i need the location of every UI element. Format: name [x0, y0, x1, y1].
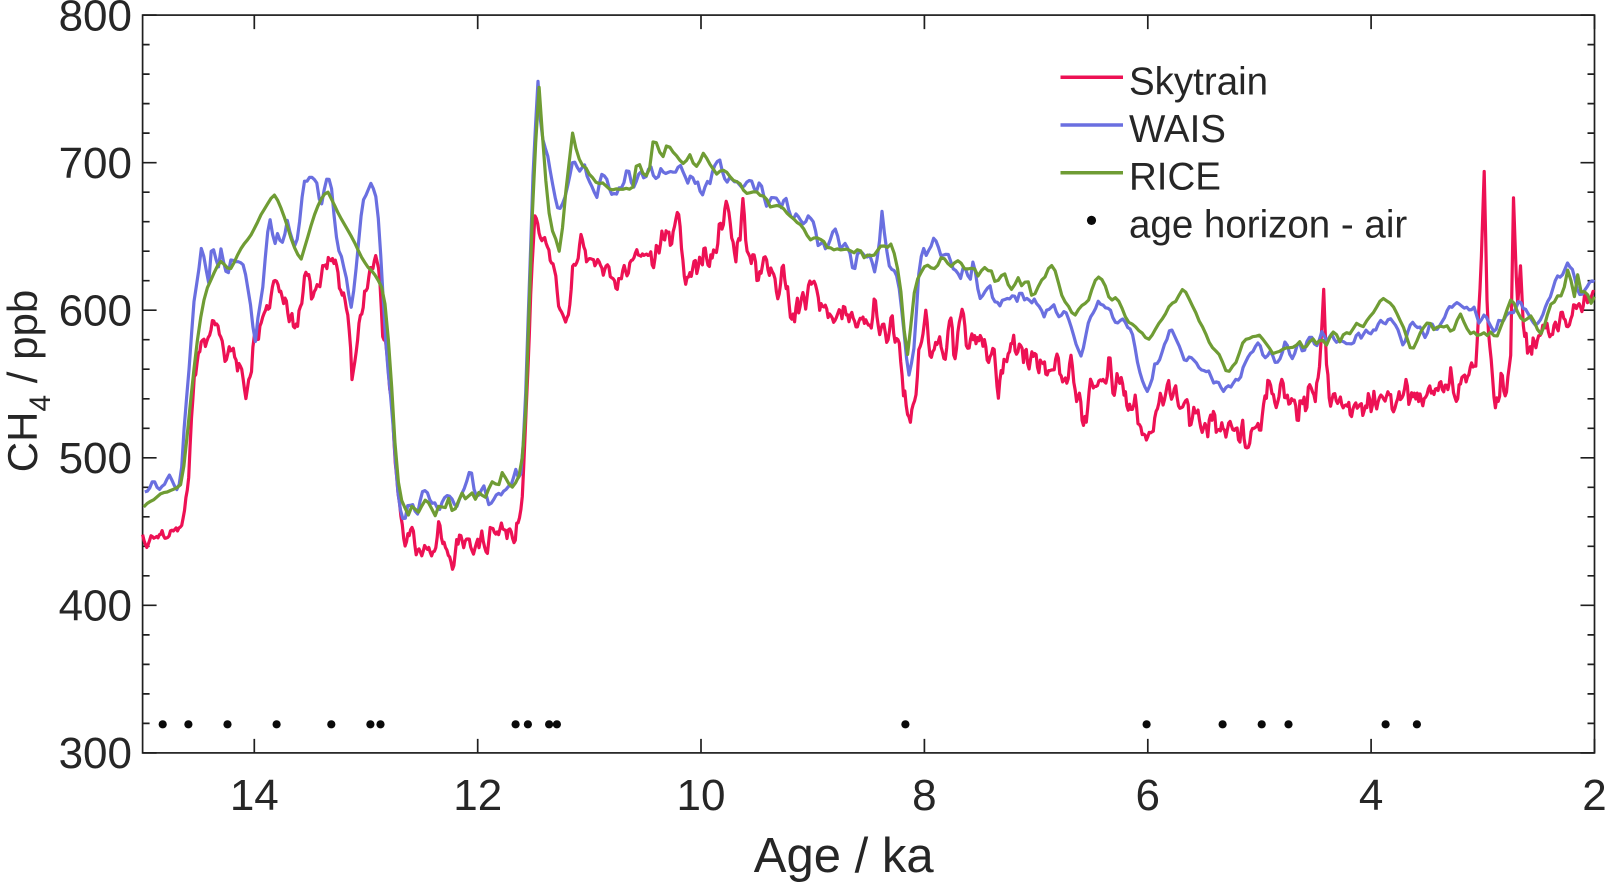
svg-text:10: 10	[677, 771, 726, 820]
svg-text:500: 500	[59, 434, 132, 483]
svg-text:2: 2	[1582, 771, 1605, 820]
svg-text:6: 6	[1136, 771, 1160, 820]
svg-text:14: 14	[230, 771, 279, 820]
svg-text:400: 400	[59, 582, 132, 631]
svg-text:age horizon - air: age horizon - air	[1129, 203, 1407, 246]
svg-text:8: 8	[912, 771, 936, 820]
svg-text:Skytrain: Skytrain	[1129, 60, 1268, 103]
svg-text:Age / ka: Age / ka	[754, 829, 935, 883]
svg-text:700: 700	[59, 139, 132, 188]
svg-text:12: 12	[453, 771, 502, 820]
svg-text:RICE: RICE	[1129, 156, 1221, 199]
svg-text:WAIS: WAIS	[1129, 108, 1226, 151]
svg-text:4: 4	[1359, 771, 1383, 820]
svg-text:300: 300	[59, 729, 132, 778]
svg-text:600: 600	[59, 286, 132, 335]
svg-text:800: 800	[59, 0, 132, 40]
